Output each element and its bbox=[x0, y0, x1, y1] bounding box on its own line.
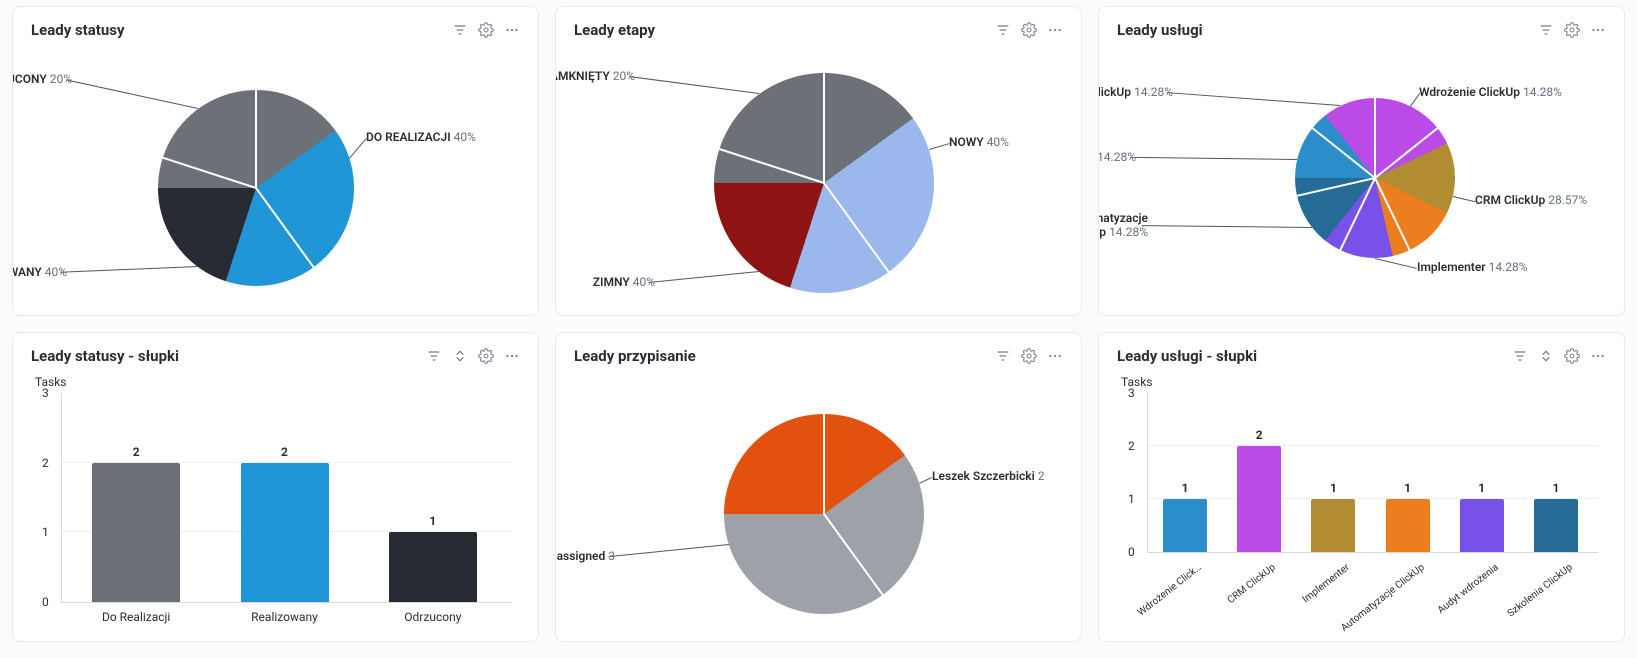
gear-icon[interactable] bbox=[1021, 22, 1037, 38]
card-leady-etapy: Leady etapy NOWY40% ZIMNY40% ZAMKNIĘTY20% bbox=[555, 6, 1082, 316]
pie-label: ZIMNY40% bbox=[593, 276, 655, 290]
pie-label: Unassigned3 bbox=[555, 550, 615, 564]
filter-icon[interactable] bbox=[1538, 22, 1554, 38]
y-tick: 3 bbox=[42, 386, 49, 400]
card-leady-statusy: Leady statusyDO REALIZACJI40%REALIZOWANY… bbox=[12, 6, 539, 316]
y-tick: 1 bbox=[1128, 492, 1135, 506]
y-tick: 1 bbox=[42, 525, 49, 539]
pie-chart: Leszek Szczerbicki2Unassigned3 bbox=[574, 369, 1063, 631]
x-tick: Realizowany bbox=[251, 610, 318, 624]
card-leady-uslugi: Leady usługi Wdrożenie ClickUp14.28% CRM C… bbox=[1098, 6, 1625, 316]
x-tick: Audyt wdrożenia bbox=[1436, 562, 1501, 616]
filter-icon[interactable] bbox=[452, 22, 468, 38]
card-leady-uslugi-slupki: Leady usługi - słupkiTasks01231Wdrożenie… bbox=[1098, 332, 1625, 642]
bar-chart: 01232Do Realizacji2Realizowany1Odrzucony bbox=[31, 391, 520, 631]
pie-label: NOWY40% bbox=[949, 136, 1009, 150]
x-tick: Implementer bbox=[1301, 562, 1352, 605]
gear-icon[interactable] bbox=[1564, 22, 1580, 38]
card-title: Leady etapy bbox=[574, 21, 655, 39]
bar[interactable]: 1 bbox=[1460, 499, 1504, 552]
pie-label: Szkolenia ClickUp14.28% bbox=[1098, 86, 1173, 100]
pie bbox=[714, 73, 934, 293]
y-tick: 2 bbox=[42, 456, 49, 470]
gear-icon[interactable] bbox=[1564, 348, 1580, 364]
pie-chart: Wdrożenie ClickUp14.28% CRM ClickUp28.57%… bbox=[1117, 43, 1606, 305]
pie bbox=[724, 414, 924, 614]
y-tick: 0 bbox=[42, 595, 49, 609]
pie bbox=[158, 90, 354, 286]
y-tick: 0 bbox=[1128, 545, 1135, 559]
x-tick: CRM ClickUp bbox=[1226, 562, 1278, 606]
pie-label: Leszek Szczerbicki2 bbox=[932, 470, 1045, 484]
gear-icon[interactable] bbox=[478, 348, 494, 364]
more-icon[interactable] bbox=[1590, 348, 1606, 364]
more-icon[interactable] bbox=[1590, 22, 1606, 38]
bar[interactable]: 2 bbox=[92, 463, 180, 602]
bar-chart: 01231Wdrożenie Click…2CRM ClickUp1Implem… bbox=[1117, 391, 1606, 631]
filter-icon[interactable] bbox=[426, 348, 442, 364]
card-title: Leady usługi - słupki bbox=[1117, 347, 1257, 365]
bar[interactable]: 1 bbox=[1163, 499, 1207, 552]
pie bbox=[1295, 98, 1455, 258]
pie-label: CRM ClickUp28.57% bbox=[1475, 194, 1587, 208]
x-tick: Szkolenia ClickUp bbox=[1506, 562, 1575, 619]
pie-label: Implementer14.28% bbox=[1417, 261, 1528, 275]
more-icon[interactable] bbox=[1047, 348, 1063, 364]
filter-icon[interactable] bbox=[995, 22, 1011, 38]
filter-icon[interactable] bbox=[1512, 348, 1528, 364]
more-icon[interactable] bbox=[504, 22, 520, 38]
y-tick: 3 bbox=[1128, 386, 1135, 400]
pie-label: ODRZUCONY20% bbox=[12, 73, 72, 87]
x-tick: Automatyzacje ClickUp bbox=[1339, 562, 1427, 634]
x-tick: Wdrożenie Click… bbox=[1136, 562, 1204, 618]
gear-icon[interactable] bbox=[1021, 348, 1037, 364]
bar[interactable]: 2 bbox=[241, 463, 329, 602]
pie-label: ZAMKNIĘTY20% bbox=[555, 70, 635, 84]
pie-label: Audyt wdrożenia14.28% bbox=[1098, 151, 1136, 165]
x-tick: Odrzucony bbox=[404, 610, 461, 624]
x-tick: Do Realizacji bbox=[102, 610, 170, 624]
pie-label: REALIZOWANY40% bbox=[12, 266, 67, 280]
card-leady-statusy-slupki: Leady statusy - słupkiTasks01232Do Reali… bbox=[12, 332, 539, 642]
card-leady-przypisanie: Leady przypisanieLeszek Szczerbicki2Unas… bbox=[555, 332, 1082, 642]
bar[interactable]: 1 bbox=[1386, 499, 1430, 552]
bar[interactable]: 2 bbox=[1237, 446, 1281, 552]
sort-icon[interactable] bbox=[452, 348, 468, 364]
card-title: Leady statusy bbox=[31, 21, 125, 39]
pie-label: Wdrożenie ClickUp14.28% bbox=[1419, 86, 1562, 100]
more-icon[interactable] bbox=[1047, 22, 1063, 38]
pie-label: Automatyzacje ClickUp14.28% bbox=[1098, 212, 1148, 240]
y-axis-label: Tasks bbox=[1121, 375, 1606, 389]
filter-icon[interactable] bbox=[995, 348, 1011, 364]
pie-chart: DO REALIZACJI40%REALIZOWANY40%ODRZUCONY2… bbox=[31, 43, 520, 305]
y-tick: 2 bbox=[1128, 439, 1135, 453]
y-axis-label: Tasks bbox=[35, 375, 520, 389]
sort-icon[interactable] bbox=[1538, 348, 1554, 364]
pie-label: DO REALIZACJI40% bbox=[366, 131, 476, 145]
bar[interactable]: 1 bbox=[1311, 499, 1355, 552]
card-title: Leady usługi bbox=[1117, 21, 1203, 39]
more-icon[interactable] bbox=[504, 348, 520, 364]
pie-chart: NOWY40%ZIMNY40%ZAMKNIĘTY20% bbox=[574, 43, 1063, 305]
card-title: Leady statusy - słupki bbox=[31, 347, 179, 365]
gear-icon[interactable] bbox=[478, 22, 494, 38]
card-title: Leady przypisanie bbox=[574, 347, 696, 365]
bar[interactable]: 1 bbox=[389, 532, 477, 602]
bar[interactable]: 1 bbox=[1534, 499, 1578, 552]
